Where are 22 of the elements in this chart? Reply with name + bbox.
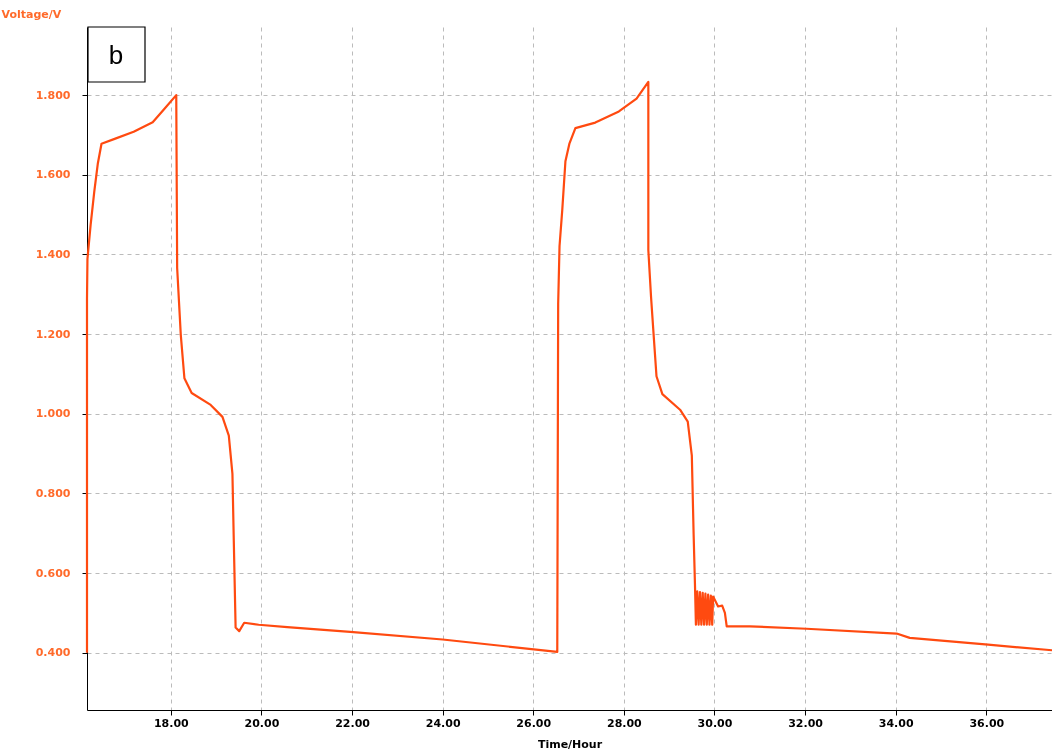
y-axis-title: Voltage/V — [1, 7, 62, 21]
x-tick-label: 36.00 — [969, 716, 1005, 730]
x-tick-label: 34.00 — [878, 716, 914, 730]
x-axis-title: Time/Hour — [537, 737, 603, 750]
annotation: b — [108, 40, 124, 70]
line-series — [85, 80, 1052, 654]
x-tick-label: 20.00 — [244, 716, 280, 730]
x-tick-label: 24.00 — [425, 716, 461, 730]
y-tick-label: 0.400 — [35, 646, 71, 660]
y-tick-label: 1.400 — [35, 247, 71, 261]
x-tick-label: 32.00 — [788, 716, 824, 730]
y-tick-label: 1.200 — [35, 327, 71, 341]
y-tick-label: 1.800 — [35, 88, 71, 102]
x-tick-label: 26.00 — [516, 716, 552, 730]
x-tick-label: 28.00 — [606, 716, 643, 730]
x-tick-label: 30.00 — [697, 716, 733, 730]
y-tick-label: 0.800 — [35, 486, 71, 500]
x-tick-label: 22.00 — [335, 716, 371, 730]
x-tick-label: 18.00 — [153, 716, 190, 730]
y-tick-label: 0.600 — [35, 566, 71, 580]
y-tick-label: 1.600 — [35, 168, 71, 182]
y-tick-label: 1.000 — [35, 407, 71, 421]
